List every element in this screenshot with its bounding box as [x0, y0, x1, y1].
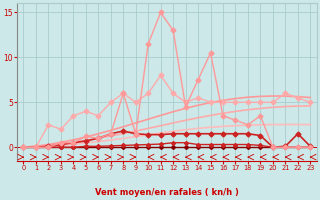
- X-axis label: Vent moyen/en rafales ( kn/h ): Vent moyen/en rafales ( kn/h ): [95, 188, 239, 197]
